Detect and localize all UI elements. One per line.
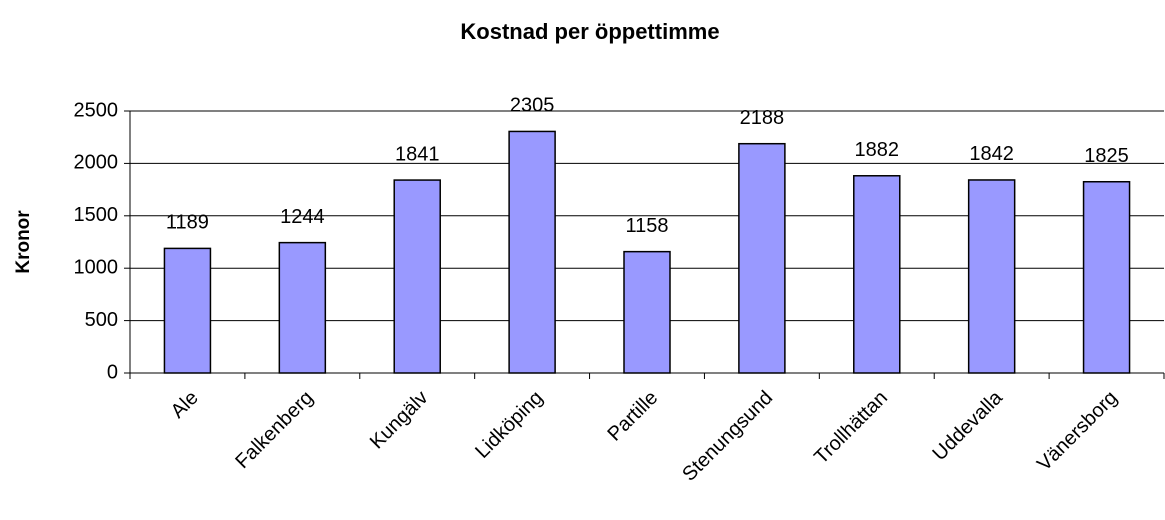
data-label: 1882 xyxy=(855,139,900,161)
data-label: 1825 xyxy=(1084,145,1129,167)
x-tick-label: Vänersborg xyxy=(1033,387,1122,476)
data-label: 1189 xyxy=(166,212,209,234)
bar xyxy=(278,241,327,374)
x-tick-label: Falkenberg xyxy=(231,387,317,473)
y-tick-label: 1000 xyxy=(74,256,119,278)
x-tick-label: Uddevalla xyxy=(928,386,1007,465)
chart-title: Kostnad per öppettimme xyxy=(460,19,719,44)
data-label: 2305 xyxy=(510,95,555,117)
x-tick-label: Lidköping xyxy=(471,387,547,463)
x-tick-label: Ale xyxy=(167,387,203,423)
x-tick-label: Trollhättan xyxy=(810,387,892,469)
bar xyxy=(853,175,901,374)
x-tick-label: Stenungsund xyxy=(678,387,777,486)
bar xyxy=(393,179,441,374)
data-label: 1244 xyxy=(280,206,325,228)
x-tick-label: Partille xyxy=(603,387,662,446)
data-label: 1842 xyxy=(969,143,1014,165)
bar xyxy=(623,250,671,374)
bar xyxy=(163,247,212,374)
data-label: 2188 xyxy=(740,107,785,129)
bar xyxy=(967,179,1016,374)
bar xyxy=(508,130,556,374)
y-tick-label: 2000 xyxy=(74,152,119,174)
x-tick-label: Kungälv xyxy=(366,387,433,454)
y-tick-label: 0 xyxy=(107,361,118,383)
data-label: 1841 xyxy=(395,143,440,165)
y-tick-label: 500 xyxy=(85,309,118,331)
y-tick-label: 1500 xyxy=(74,204,119,226)
y-tick-label: 2500 xyxy=(74,99,119,121)
data-label: 1158 xyxy=(625,215,668,237)
bar xyxy=(738,142,786,374)
bar xyxy=(1082,180,1131,374)
y-axis-label: Kronor xyxy=(13,210,34,274)
